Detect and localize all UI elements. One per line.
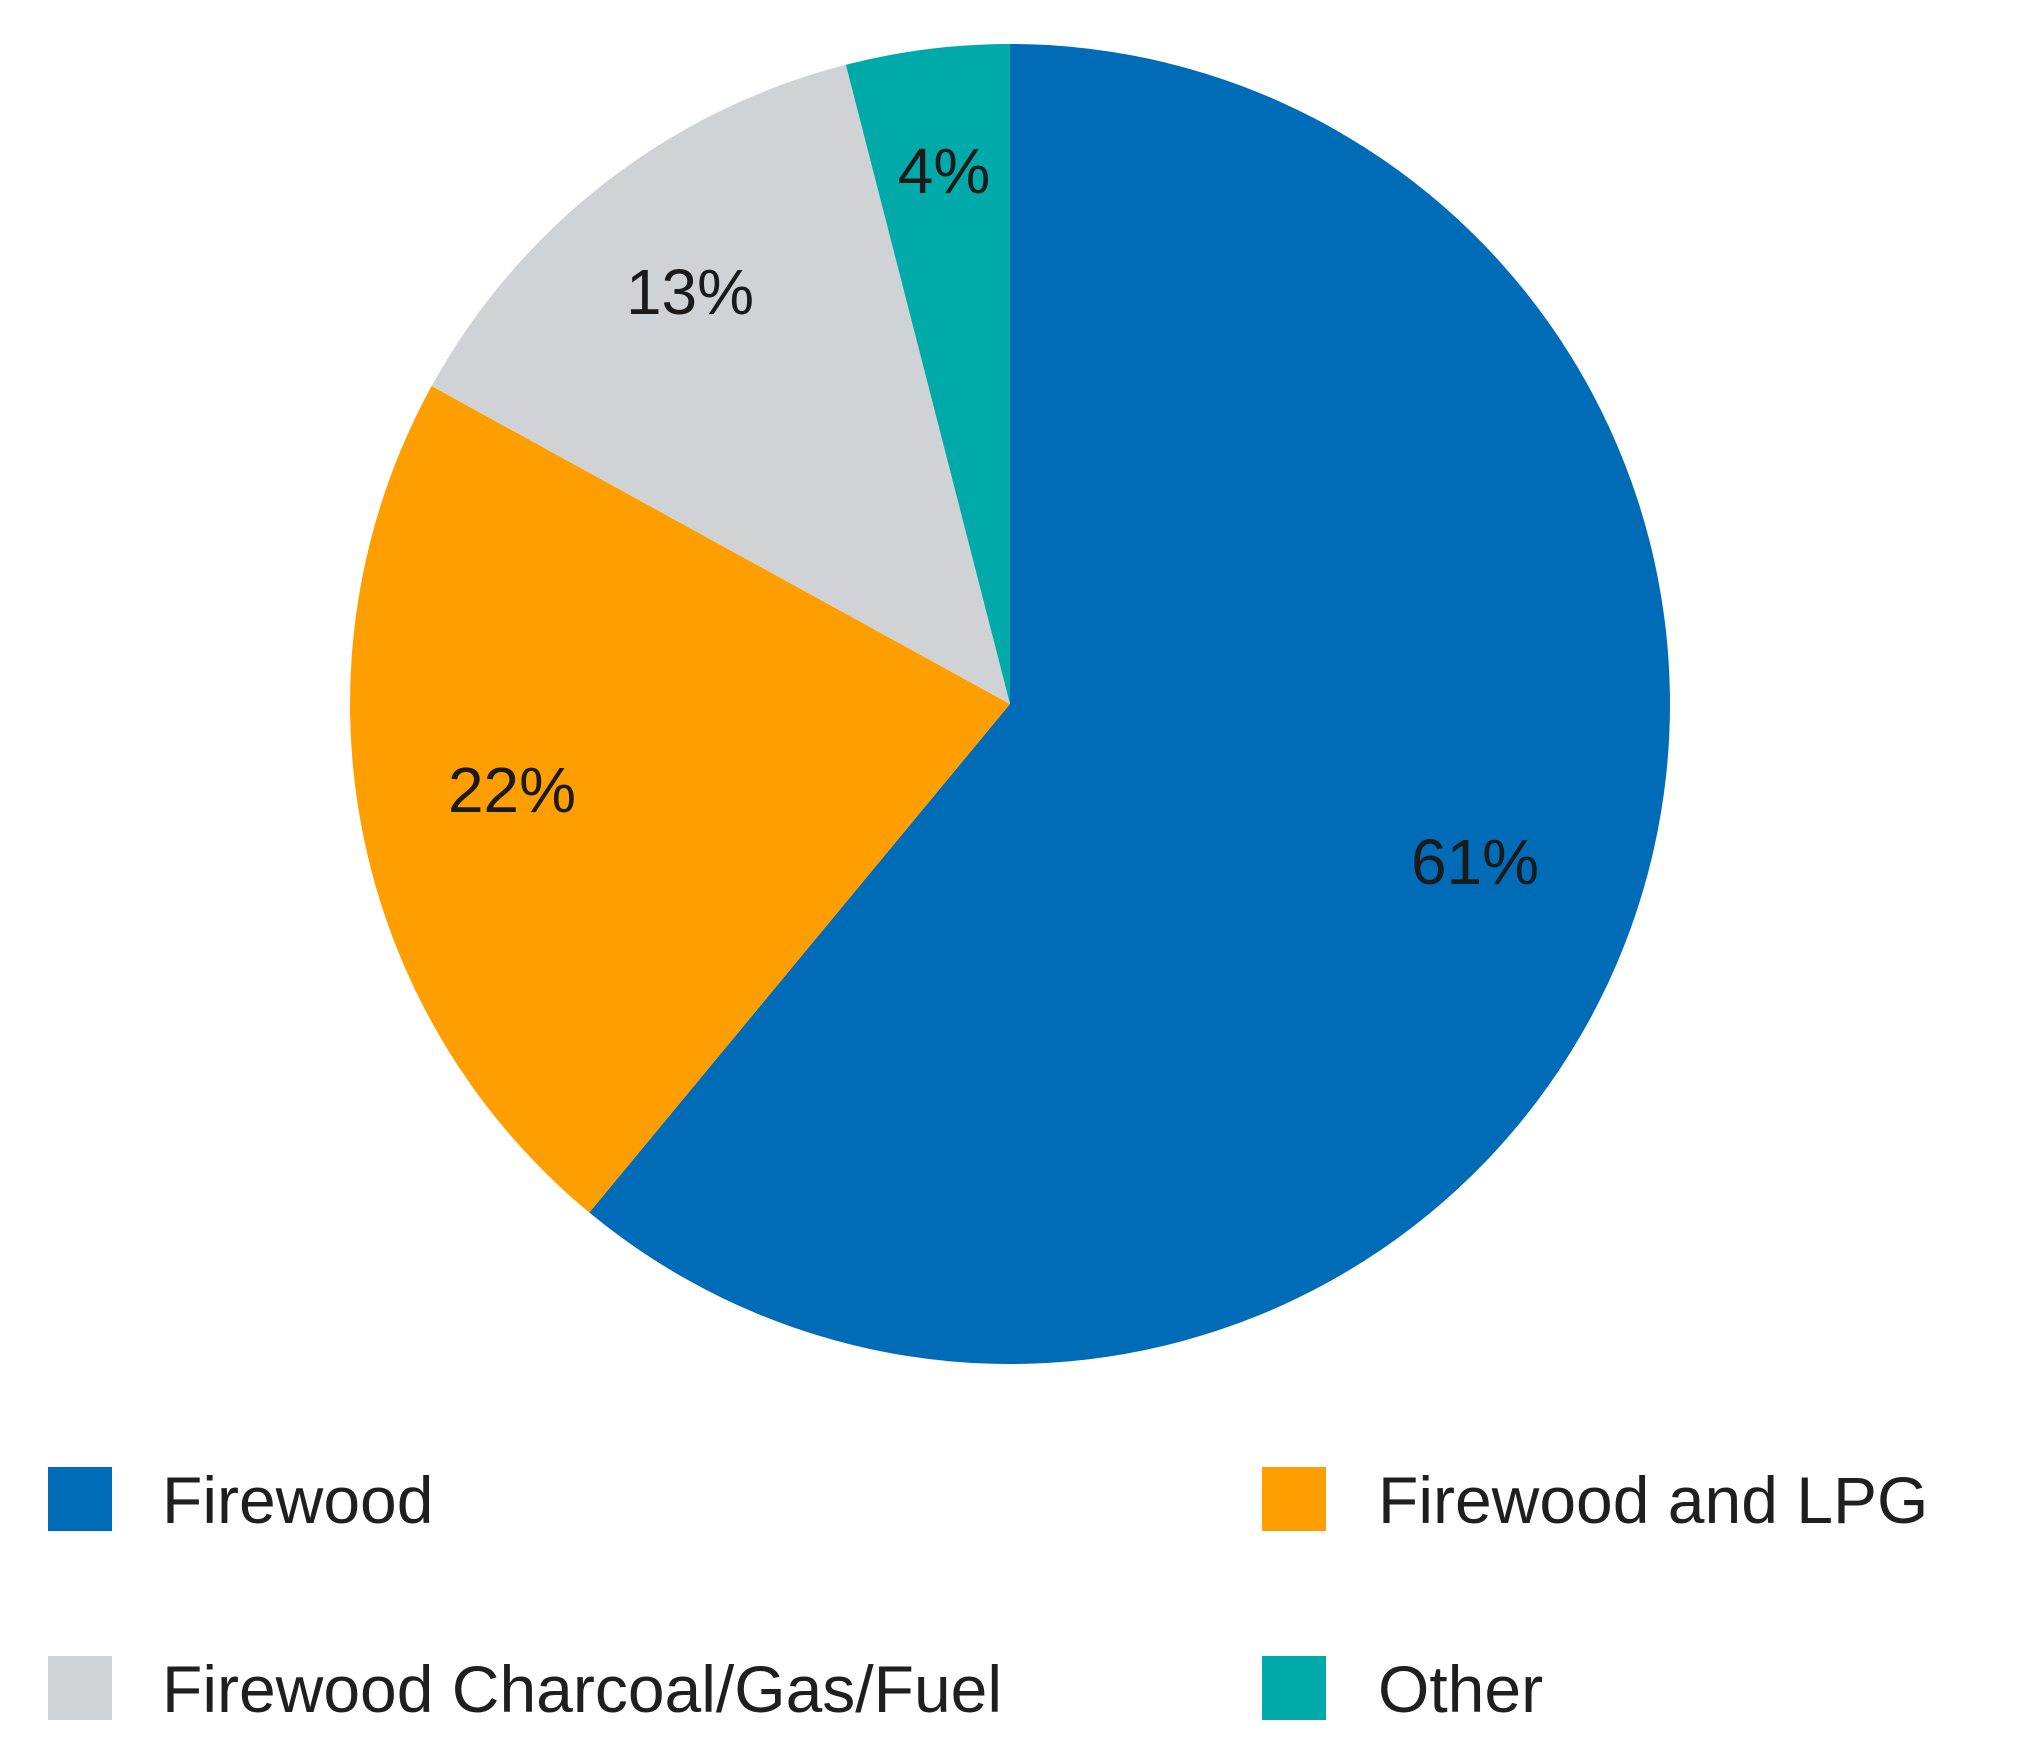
legend-label-firewood-charcoal-gas-fuel: Firewood Charcoal/Gas/Fuel (162, 1652, 1002, 1726)
pie-slice-firewood-and-lpg (350, 386, 1010, 1213)
pie-slice-firewood-charcoal-gas-fuel (431, 64, 1010, 705)
legend-swatch-firewood-and-lpg (1262, 1467, 1326, 1531)
legend: Firewood Firewood and LPG Firewood Charcoa… (48, 1463, 1928, 1726)
slice-label-firewood-charcoal-gas-fuel: 13% (626, 256, 754, 328)
pie-slice-firewood (589, 44, 1670, 1364)
legend-swatch-firewood (48, 1467, 112, 1531)
legend-label-other: Other (1378, 1652, 1543, 1726)
slice-label-firewood: 61% (1411, 826, 1539, 898)
legend-item-firewood-charcoal-gas-fuel: Firewood Charcoal/Gas/Fuel (48, 1652, 1002, 1726)
legend-swatch-other (1262, 1656, 1326, 1720)
slice-label-other: 4% (898, 135, 991, 207)
legend-label-firewood-and-lpg: Firewood and LPG (1378, 1463, 1928, 1537)
legend-label-firewood: Firewood (162, 1463, 433, 1537)
legend-item-other: Other (1262, 1652, 1543, 1726)
slice-label-firewood-and-lpg: 22% (448, 754, 576, 826)
legend-swatch-firewood-charcoal-gas-fuel (48, 1656, 112, 1720)
legend-item-firewood-and-lpg: Firewood and LPG (1262, 1463, 1928, 1537)
pie-slice-labels: 61% 22% 13% 4% (448, 135, 1539, 898)
legend-item-firewood: Firewood (48, 1463, 433, 1537)
pie-slice-other (845, 44, 1010, 704)
pie-slices (350, 44, 1670, 1364)
